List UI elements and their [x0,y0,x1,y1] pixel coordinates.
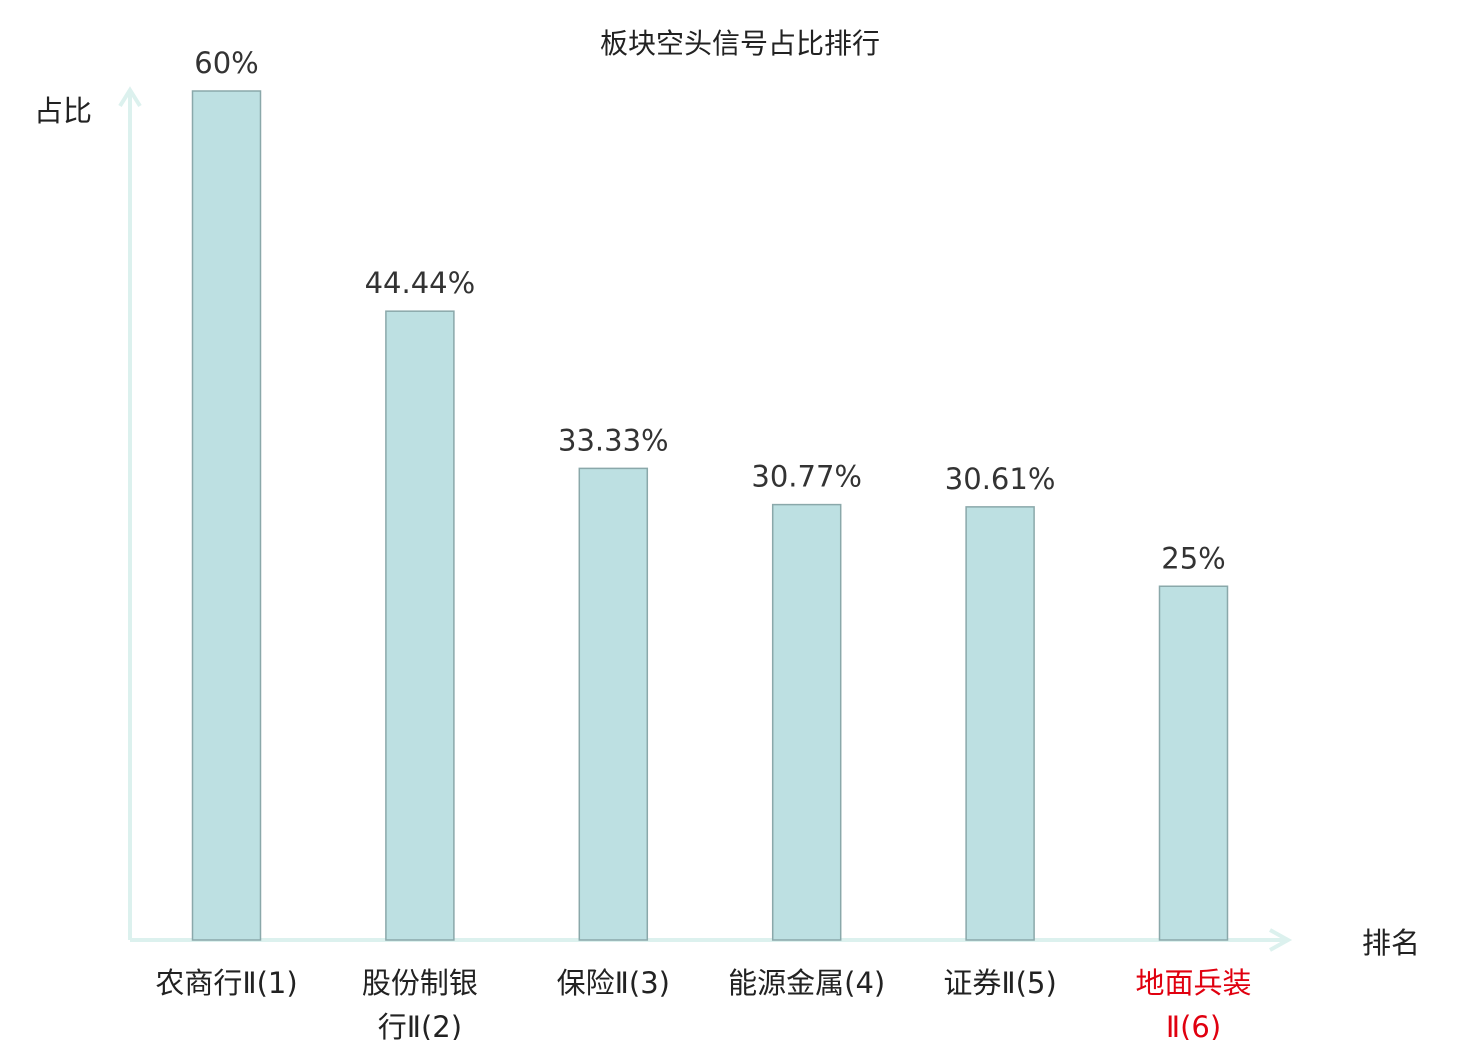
bar [385,310,455,941]
bars [191,90,1229,941]
bar [578,467,649,941]
bar-value-label: 33.33% [558,423,669,457]
x-axis-label: 排名 [1362,926,1420,960]
y-axis-arrow-icon [118,86,142,108]
bar-value-label: 25% [1161,541,1225,575]
category-labels: 农商行Ⅱ(1) 股份制银行Ⅱ(2) 保险Ⅱ(3) 能源金属(4) 证券Ⅱ(5) 地面兵装 Ⅱ… [155,966,1251,1040]
bar-value-label: 44.44% [365,266,476,300]
x-tick-label: 证券Ⅱ(5) [943,966,1056,1000]
bar [1158,585,1229,941]
bar-value-label: 30.61% [945,462,1056,496]
x-tick-label: 农商行Ⅱ(1) [155,966,297,1000]
bar [191,90,262,941]
x-tick-label: 保险Ⅱ(3) [557,966,670,1000]
axes [118,86,1293,952]
bar-value-label: 60% [194,46,258,80]
x-axis-arrow-icon [1269,928,1293,952]
x-tick-label: 能源金属(4) [728,966,885,1000]
value-labels: 60% 44.44% 33.33% 30.77% 30.61% 25% [194,46,1225,575]
x-tick-label: 股份制银行Ⅱ(2) [362,966,478,1040]
y-axis-label: 占比 [34,94,92,128]
chart-title: 板块空头信号占比排行 [600,27,880,60]
x-tick-label-highlighted: 地面兵装 Ⅱ(6) [1135,966,1251,1040]
bar-value-label: 30.77% [751,460,862,494]
bar [965,506,1035,941]
bar [771,503,842,941]
